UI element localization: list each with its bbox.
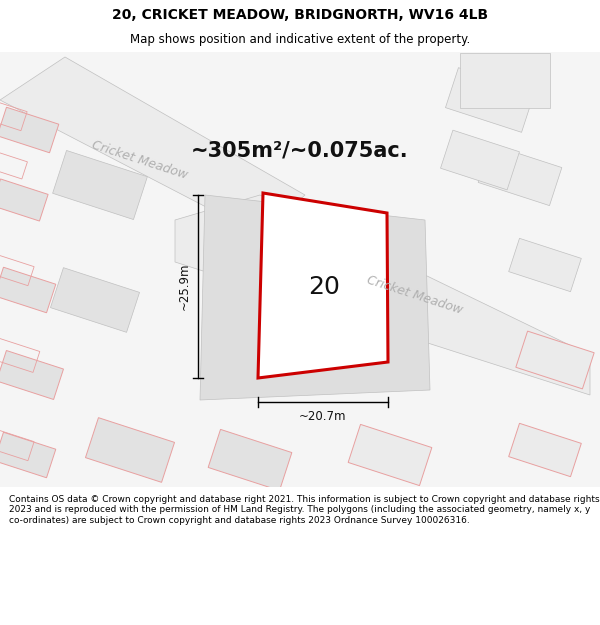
Polygon shape	[348, 424, 432, 486]
Text: Cricket Meadow: Cricket Meadow	[91, 138, 190, 182]
Polygon shape	[460, 52, 550, 107]
Text: ~20.7m: ~20.7m	[299, 409, 347, 422]
Polygon shape	[85, 418, 175, 482]
Polygon shape	[208, 429, 292, 491]
Polygon shape	[445, 68, 535, 132]
Polygon shape	[0, 57, 305, 235]
Polygon shape	[478, 144, 562, 206]
Text: ~25.9m: ~25.9m	[178, 262, 191, 310]
Polygon shape	[0, 107, 59, 152]
Polygon shape	[509, 423, 581, 477]
Polygon shape	[440, 130, 520, 190]
Text: Contains OS data © Crown copyright and database right 2021. This information is : Contains OS data © Crown copyright and d…	[9, 495, 599, 525]
Polygon shape	[0, 268, 56, 312]
Polygon shape	[175, 195, 590, 395]
Polygon shape	[200, 195, 430, 400]
Polygon shape	[516, 331, 594, 389]
Text: ~305m²/~0.075ac.: ~305m²/~0.075ac.	[191, 140, 409, 160]
Polygon shape	[258, 193, 388, 378]
Text: Cricket Meadow: Cricket Meadow	[365, 273, 464, 317]
Text: 20, CRICKET MEADOW, BRIDGNORTH, WV16 4LB: 20, CRICKET MEADOW, BRIDGNORTH, WV16 4LB	[112, 8, 488, 21]
Polygon shape	[0, 351, 64, 399]
Polygon shape	[509, 238, 581, 292]
Polygon shape	[0, 179, 48, 221]
Text: 20: 20	[308, 274, 340, 299]
Text: Map shows position and indicative extent of the property.: Map shows position and indicative extent…	[130, 32, 470, 46]
Polygon shape	[53, 151, 148, 219]
Polygon shape	[50, 268, 140, 332]
Polygon shape	[0, 432, 56, 478]
